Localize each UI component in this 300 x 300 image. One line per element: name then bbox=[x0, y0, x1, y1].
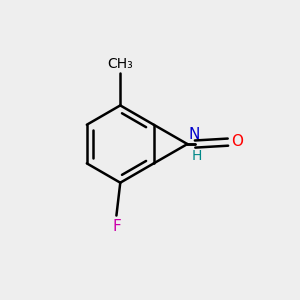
Text: CH₃: CH₃ bbox=[107, 57, 133, 71]
Text: O: O bbox=[231, 134, 243, 149]
Text: N: N bbox=[189, 127, 200, 142]
Text: F: F bbox=[112, 218, 121, 233]
Text: H: H bbox=[192, 149, 202, 164]
